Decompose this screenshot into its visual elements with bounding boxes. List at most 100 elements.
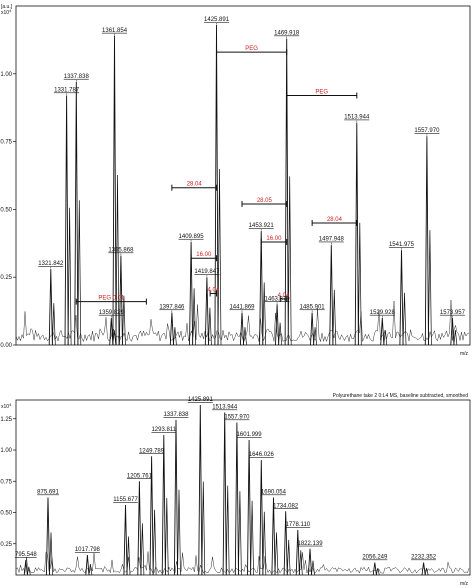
spectrum-peak [372,562,377,576]
peak-label: 2056.249 [362,555,388,561]
spectrum-isotope-peak [173,327,177,346]
spectrum-peak [214,24,219,346]
peak-label: 1249.789 [139,448,165,454]
spectrum-peak [64,95,69,346]
peak-label: 1557.970 [414,128,440,134]
spectrum-peak [259,459,264,576]
y-tick-label: 1.25 [0,417,12,423]
spectrum-isotope-peak [287,176,292,346]
y-tick-label: 0.00 [0,343,12,349]
spectrum-isotope-peak [332,289,337,346]
spectrum-peak [295,529,300,576]
peak-label: 1337.838 [64,74,90,80]
spectrum-peak [234,422,239,576]
spectrum-isotope-peak [126,536,131,576]
y-exponent-label: x104 [1,402,12,410]
y-tick-label: 0.75 [0,479,12,485]
peak-label: 1822.139 [298,541,324,547]
peak-label: 1778.110 [286,522,311,528]
peak-label: 1425.891 [188,397,214,403]
spectrum-isotope-peak [208,307,212,346]
annotation-label: 28.04 [327,217,343,223]
spectrum-peak [271,497,276,576]
spectrum-peak [137,481,142,576]
annotation-label: 4.04 [278,293,290,299]
chart-title: Polyurethane take 2 0:L4 MS, baseline su… [333,393,469,399]
peak-label: 1425.891 [204,17,230,23]
spectrum-peak [198,404,203,576]
spectrum-peak [259,231,264,346]
spectrum-isotope-peak [192,288,196,346]
spectrum-peak [85,554,90,576]
spectrum-isotope-peak [177,489,181,576]
spectrum-isotope-peak [313,327,317,346]
peak-label: 1469.918 [274,31,300,37]
spectrum-peak [450,317,455,346]
spectrum-peak [118,255,123,346]
y-tick-label: 1.00 [0,72,12,78]
spectrum-peak [74,81,79,346]
spectrum-peak [399,250,404,346]
spectrum-isotope-peak [201,481,206,576]
annotation-label: 28.04 [187,182,203,188]
y-tick-label: 1.00 [0,448,12,454]
spectrum-peak [169,312,174,346]
peak-label: 1529.928 [370,310,396,316]
x-axis-label: m/z [460,351,469,357]
spectrum-peak [275,304,280,346]
peak-label: 1337.838 [163,412,189,418]
spectrum-isotope-peak [262,282,267,346]
annotation-label: PEG [315,89,328,95]
y-tick-label: 0.75 [0,140,12,146]
peak-label: 1497.948 [319,237,345,243]
peak-label: 1419.847 [194,269,220,275]
spectrum-isotope-peak [278,322,282,346]
peak-label: 1734.082 [273,503,299,509]
annotation-label: 16.00 [266,236,282,242]
y-tick-label: 0.50 [0,511,12,517]
peak-label: 1293.811 [151,427,176,433]
spectrum-isotope-peak [152,509,157,576]
peak-label: 1409.895 [179,234,205,240]
spectrum-peak [380,317,385,346]
annotation-label: 28.05 [257,198,273,204]
spectrum-isotope-peak [77,200,82,346]
y-exponent-power: 4 [9,8,12,13]
spectrum-peak [48,269,53,346]
spectrum-isotope-peak [453,330,458,346]
peak-label: 1017.798 [75,547,101,553]
peak-label: 1485.901 [300,304,326,310]
spectrum-isotope-peak [49,532,53,576]
annotation-label: 16.00 [196,252,212,258]
spectrum-peak [189,241,194,346]
peak-label: 1513.944 [212,405,238,411]
peak-label: 1205.761 [127,473,153,479]
peak-label: 1397.846 [159,304,185,310]
peak-label: 1463.879 [265,296,291,302]
spectrum-peak [421,562,426,576]
spectrum-peak [247,439,252,576]
peak-label: 1359.829 [99,310,125,316]
annotation-label: PEG [245,46,258,52]
plot-frame [15,5,471,346]
spectrum-peak [112,35,117,346]
spectrum-peak [239,312,245,346]
spectrum-peak [204,277,209,346]
spectrum-isotope-peak [122,295,126,346]
y-tick-label: 0.50 [0,207,12,213]
peak-label: 795.548 [15,552,37,558]
peak-label: 1453.921 [249,223,275,229]
peak-label: 1441.869 [229,304,255,310]
spectrum-peak [424,136,429,346]
spectrum-peak [310,312,315,346]
x-axis-label: m/z [460,581,469,587]
spectrum-peak [222,412,227,576]
peak-label: 1155.677 [113,497,138,503]
spectrum-isotope-peak [402,292,407,346]
y-tick-label: 0.25 [0,542,12,548]
spectrum-baseline [15,299,470,343]
spectrum-isotope-peak [88,563,93,576]
spectrum-peak [173,419,179,576]
peak-label: 1513.944 [344,115,370,121]
spectrum-isotope-peak [67,207,72,346]
